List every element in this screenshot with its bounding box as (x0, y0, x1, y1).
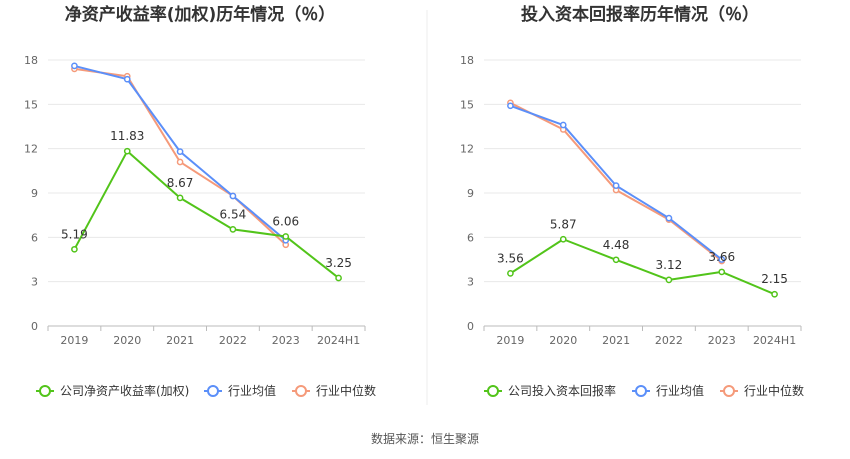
roe-series-point-0 (71, 245, 78, 253)
roic-chart: 投入资本回报率历年情况（％） 0 3 6 9 12 15 18 2019 2020 2021 2022… (460, 4, 804, 398)
roic-data-label: 2.15 (761, 272, 788, 286)
data-source-note: 数据来源：恒生聚源 (371, 431, 479, 446)
roic-legend-item-2[interactable]: 行业中位数 (720, 383, 804, 398)
x-tick-label: 2024H1 (317, 334, 360, 347)
x-tick-label: 2023 (272, 334, 300, 347)
roe-series-line-2 (74, 67, 287, 246)
roic-series-point-0 (612, 256, 620, 264)
legend-label: 行业均值 (228, 383, 276, 398)
roe-series-point-1 (229, 192, 237, 200)
roe-series-point-1 (71, 62, 78, 70)
roic-data-label: 3.66 (708, 250, 735, 264)
roe-data-label: 6.54 (220, 207, 247, 221)
roic-series-point-1 (665, 214, 673, 222)
roic-chart-title: 投入资本回报率历年情况（％） (521, 4, 759, 25)
legend-swatch-marker (487, 385, 499, 397)
roe-chart-title: 净资产收益率(加权)历年情况（％） (65, 4, 336, 25)
y-tick-label: 15 (24, 98, 38, 111)
roic-series-point-0 (771, 290, 778, 298)
roic-series-point-1 (507, 102, 514, 110)
roic-series-point-0 (559, 235, 567, 243)
x-tick-label: 2019 (496, 334, 524, 347)
x-tick-label: 2022 (655, 334, 683, 347)
legend-label: 行业中位数 (316, 383, 376, 398)
legend-swatch-marker (207, 385, 219, 397)
y-tick-label: 3 (31, 276, 38, 289)
roic-data-label: 3.12 (656, 258, 683, 272)
roic-legend-item-1[interactable]: 行业均值 (632, 383, 704, 398)
roic-series-line-0 (509, 238, 775, 296)
y-tick-label: 6 (467, 231, 474, 244)
roe-series-point-1 (123, 75, 131, 83)
roic-data-label: 5.87 (550, 217, 577, 231)
legend-swatch-marker (39, 385, 51, 397)
roe-data-label: 5.19 (61, 227, 88, 241)
x-tick-label: 2021 (602, 334, 630, 347)
roe-series-point-1 (176, 148, 184, 155)
y-tick-label: 9 (467, 187, 474, 200)
y-tick-label: 18 (460, 54, 474, 67)
x-tick-label: 2022 (219, 334, 247, 347)
roe-series-point-0 (282, 233, 290, 240)
roic-legend-item-0[interactable]: 公司投入资本回报率 (484, 383, 616, 398)
x-tick-label: 2024H1 (753, 334, 796, 347)
legend-label: 公司净资产收益率(加权) (60, 383, 189, 398)
legend-label: 行业均值 (656, 383, 704, 398)
roic-series-point-1 (718, 256, 726, 263)
legend-label: 公司投入资本回报率 (508, 383, 616, 398)
y-tick-label: 0 (467, 320, 474, 333)
roe-series-point-0 (123, 147, 131, 155)
roe-data-label: 6.06 (272, 214, 299, 228)
roic-series-point-1 (559, 121, 567, 129)
roe-chart: 净资产收益率(加权)历年情况（％） 0 3 6 9 12 15 18 2019 2020 2021 2… (24, 4, 376, 398)
roe-series-point-0 (335, 274, 342, 282)
roic-data-label: 4.48 (603, 238, 630, 252)
y-tick-label: 18 (24, 54, 38, 67)
legend-label: 行业中位数 (744, 383, 804, 398)
legend-swatch-marker (635, 385, 647, 397)
roic-series-point-0 (507, 270, 514, 277)
x-tick-label: 2020 (113, 334, 141, 347)
roe-series-point-0 (229, 226, 237, 233)
y-tick-label: 12 (460, 143, 474, 156)
y-tick-label: 9 (31, 187, 38, 200)
x-tick-label: 2021 (166, 334, 194, 347)
roe-data-label: 11.83 (110, 129, 144, 143)
roe-series-line-0 (73, 150, 340, 279)
x-tick-label: 2019 (60, 334, 88, 347)
roe-series-point-2 (176, 158, 184, 166)
y-tick-label: 12 (24, 143, 38, 156)
roic-series-point-0 (665, 276, 673, 284)
y-tick-label: 6 (31, 231, 38, 244)
roe-series-point-0 (176, 194, 184, 202)
roe-data-label: 3.25 (325, 256, 352, 270)
y-tick-label: 3 (467, 276, 474, 289)
roe-legend-item-1[interactable]: 行业均值 (204, 383, 276, 398)
x-tick-label: 2020 (549, 334, 577, 347)
x-tick-label: 2023 (708, 334, 736, 347)
legend-swatch-marker (295, 385, 307, 397)
roe-data-label: 8.67 (167, 176, 194, 190)
legend-swatch-marker (723, 385, 735, 397)
roe-legend-item-0[interactable]: 公司净资产收益率(加权) (36, 383, 189, 398)
roe-legend-item-2[interactable]: 行业中位数 (292, 383, 376, 398)
roic-data-label: 3.56 (497, 251, 524, 265)
roic-series-point-0 (718, 268, 726, 276)
y-tick-label: 0 (31, 320, 38, 333)
y-tick-label: 15 (460, 98, 474, 111)
roic-series-point-1 (612, 182, 620, 189)
